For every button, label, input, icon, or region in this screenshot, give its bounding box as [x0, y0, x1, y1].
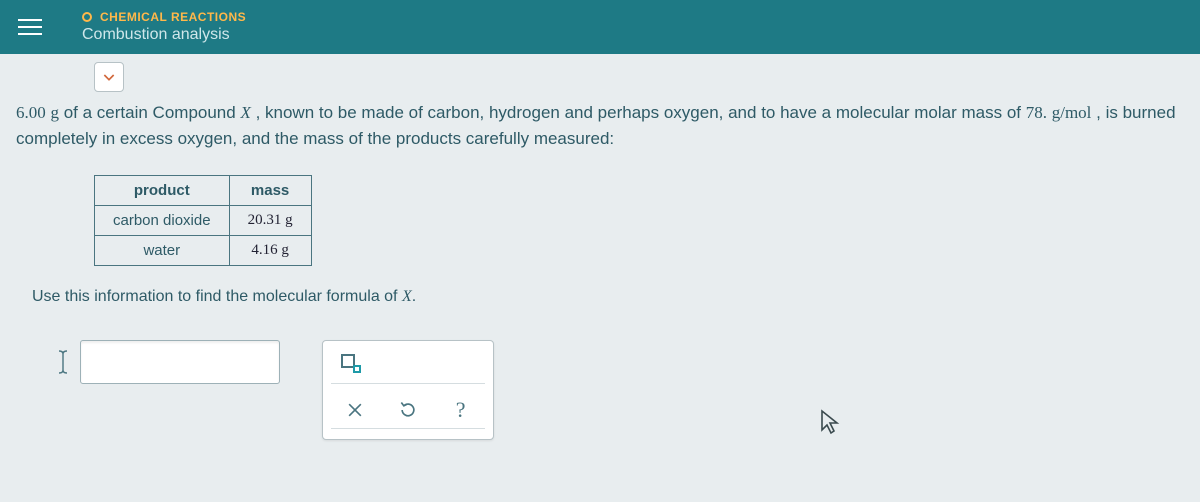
category-label: CHEMICAL REACTIONS	[100, 10, 246, 24]
text-cursor-icon	[56, 348, 70, 376]
instruction-pre: Use this information to find the molecul…	[32, 288, 402, 305]
undo-icon	[398, 400, 418, 420]
instruction-post: .	[412, 288, 416, 305]
table-row: carbon dioxide 20.31 g	[95, 205, 312, 235]
mouse-cursor-icon	[818, 408, 842, 436]
formula-input[interactable]	[80, 340, 280, 384]
compound-symbol: X	[240, 103, 250, 122]
category-ring-icon	[82, 12, 92, 22]
col-product: product	[95, 175, 230, 205]
header-category: CHEMICAL REACTIONS	[82, 10, 246, 24]
table-header-row: product mass	[95, 175, 312, 205]
x-icon	[345, 400, 365, 420]
unit-g: g	[50, 103, 59, 122]
instruction-text: Use this information to find the molecul…	[32, 288, 1184, 306]
reset-button[interactable]	[386, 392, 431, 428]
products-table: product mass carbon dioxide 20.31 g wate…	[94, 175, 312, 266]
answer-input-group	[56, 340, 280, 384]
table-row: water 4.16 g	[95, 235, 312, 265]
tools-bottom-row: ?	[331, 383, 485, 429]
cell-mass: 4.16 g	[229, 235, 311, 265]
chevron-down-icon	[101, 69, 117, 85]
question-mark-icon: ?	[456, 397, 466, 423]
answer-area: ?	[56, 340, 1184, 440]
cell-product: carbon dioxide	[95, 205, 230, 235]
cell-mass: 20.31 g	[229, 205, 311, 235]
tools-panel: ?	[322, 340, 494, 440]
molar-mass: 78.	[1026, 103, 1047, 122]
problem-text-2: , known to be made of carbon, hydrogen a…	[256, 103, 1026, 122]
header-subtitle: Combustion analysis	[82, 26, 246, 44]
problem-statement: 6.00 g of a certain Compound X , known t…	[16, 100, 1184, 153]
unit-gmol: g/mol	[1052, 103, 1092, 122]
header-titles: CHEMICAL REACTIONS Combustion analysis	[82, 10, 246, 44]
instruction-var: X	[402, 288, 412, 305]
clear-button[interactable]	[333, 392, 378, 428]
collapse-toggle-button[interactable]	[94, 62, 124, 92]
hamburger-menu-icon[interactable]	[18, 14, 44, 40]
page-header: CHEMICAL REACTIONS Combustion analysis	[0, 0, 1200, 54]
given-mass: 6.00	[16, 103, 46, 122]
help-button[interactable]: ?	[438, 392, 483, 428]
tools-top-row	[331, 347, 485, 375]
problem-content: 6.00 g of a certain Compound X , known t…	[0, 54, 1200, 440]
problem-text-1: of a certain Compound	[64, 103, 241, 122]
cell-product: water	[95, 235, 230, 265]
subscript-button[interactable]	[331, 347, 365, 375]
col-mass: mass	[229, 175, 311, 205]
